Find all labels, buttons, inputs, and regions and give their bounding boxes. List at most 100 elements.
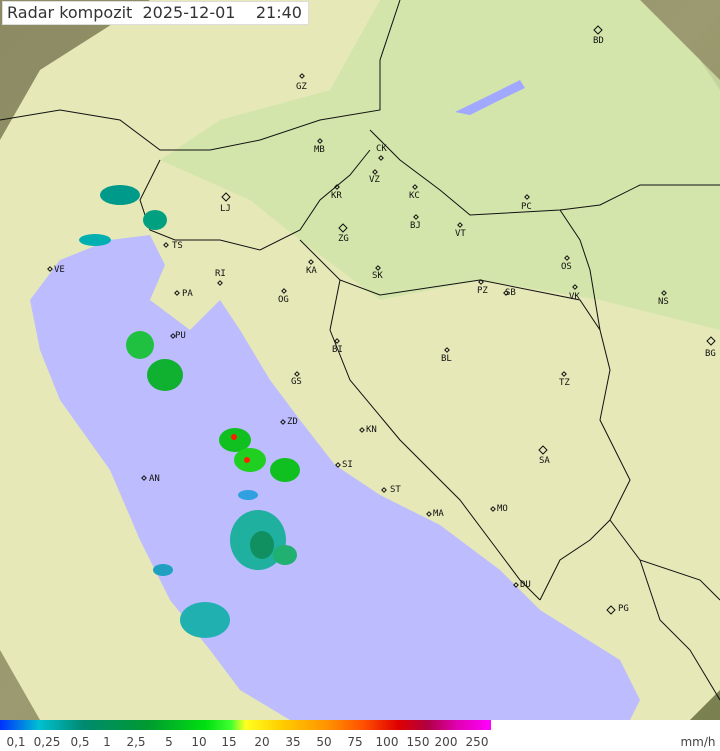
city-label: KA (306, 266, 317, 276)
city-marker-icon (375, 265, 381, 271)
legend-tick: 50 (316, 735, 332, 749)
city-label: SK (372, 271, 383, 281)
city-label: VT (455, 229, 466, 239)
city-label: OS (561, 262, 572, 272)
city-marker-icon (412, 184, 418, 190)
legend-tick: 1 (103, 735, 111, 749)
city-marker-icon (706, 336, 716, 346)
city-marker-icon (221, 192, 231, 202)
city-marker-icon (141, 475, 147, 481)
city-marker-icon (299, 73, 305, 79)
legend-tick: 150 (406, 735, 430, 749)
city-marker-icon (174, 290, 180, 296)
precipitation-legend: 0,1 0,25 0,5 1 2,5 5 10 15 20 35 50 75 100 150 200 250 … (0, 720, 720, 751)
city-label: SA (539, 456, 550, 466)
title-label: Radar kompozit (7, 3, 133, 22)
lake-balaton (455, 80, 525, 115)
legend-tick: 35 (285, 735, 301, 749)
legend-tick: 0,5 (70, 735, 90, 749)
city-label: OG (278, 295, 289, 305)
legend-tick: 200 (434, 735, 458, 749)
city-label: MA (433, 509, 444, 519)
city-label: BL (441, 354, 452, 364)
city-marker-icon (478, 279, 484, 285)
city-label: GS (291, 377, 302, 387)
city-marker-icon (381, 487, 387, 493)
city-marker-icon (335, 462, 341, 468)
legend-tick: 2,5 (126, 735, 146, 749)
city-marker-icon (572, 284, 578, 290)
title-date: 2025-12-01 (142, 3, 236, 22)
city-label: CK (376, 144, 387, 154)
city-label: VE (54, 265, 65, 275)
city-label: SB (505, 288, 516, 298)
city-marker-icon (606, 605, 616, 615)
city-label: KN (366, 425, 377, 435)
city-label: ZG (338, 234, 349, 244)
legend-tick: 100 (375, 735, 399, 749)
city-marker-icon (538, 445, 548, 455)
city-marker-icon (593, 25, 603, 35)
land-north (160, 0, 720, 330)
legend-tick: 5 (165, 735, 173, 749)
city-label: BJ (410, 221, 421, 231)
city-marker-icon (163, 242, 169, 248)
city-label: MO (497, 504, 508, 514)
city-marker-icon (281, 288, 287, 294)
city-label: BI (332, 345, 343, 355)
legend-tick: 0,1 (6, 735, 26, 749)
city-label: PG (618, 604, 629, 614)
city-label: BD (593, 36, 604, 46)
legend-tick: 20 (254, 735, 270, 749)
city-marker-icon (372, 169, 378, 175)
city-marker-icon (217, 280, 223, 286)
city-marker-icon (378, 155, 384, 161)
legend-tick: 10 (191, 735, 207, 749)
city-marker-icon (524, 194, 530, 200)
city-marker-icon (426, 511, 432, 517)
city-label: NS (658, 297, 669, 307)
city-marker-icon (444, 347, 450, 353)
city-marker-icon (561, 371, 567, 377)
city-label: PU (175, 331, 186, 341)
legend-unit: mm/h (680, 735, 716, 749)
legend-tick: 75 (347, 735, 363, 749)
map-title: Radar kompozit 2025-12-01 21:40 (2, 1, 309, 25)
city-label: PC (521, 202, 532, 212)
sea (30, 235, 640, 720)
city-marker-icon (359, 427, 365, 433)
city-marker-icon (47, 266, 53, 272)
city-label: GZ (296, 82, 307, 92)
precipitation (79, 185, 300, 638)
city-label: AN (149, 474, 160, 484)
radar-map[interactable] (0, 0, 720, 720)
city-label: ST (390, 485, 401, 495)
city-label: LJ (220, 204, 231, 214)
city-marker-icon (503, 290, 509, 296)
city-marker-icon (661, 290, 667, 296)
city-label: SI (342, 460, 353, 470)
legend-tick: 15 (221, 735, 237, 749)
city-marker-icon (170, 333, 176, 339)
city-marker-icon (317, 138, 323, 144)
city-marker-icon (513, 582, 519, 588)
city-label: RI (215, 269, 226, 279)
city-label: ZD (287, 417, 298, 427)
city-label: PA (182, 289, 193, 299)
city-marker-icon (564, 255, 570, 261)
city-marker-icon (413, 214, 419, 220)
city-marker-icon (294, 371, 300, 377)
city-marker-icon (280, 419, 286, 425)
city-label: KR (331, 191, 342, 201)
city-label: TS (172, 241, 183, 251)
city-label: DU (520, 580, 531, 590)
city-label: TZ (559, 378, 570, 388)
city-label: VZ (369, 175, 380, 185)
city-label: MB (314, 145, 325, 155)
city-marker-icon (457, 222, 463, 228)
legend-tick: 0,25 (33, 735, 61, 749)
title-time: 21:40 (255, 3, 302, 22)
city-marker-icon (334, 338, 340, 344)
city-marker-icon (338, 223, 348, 233)
